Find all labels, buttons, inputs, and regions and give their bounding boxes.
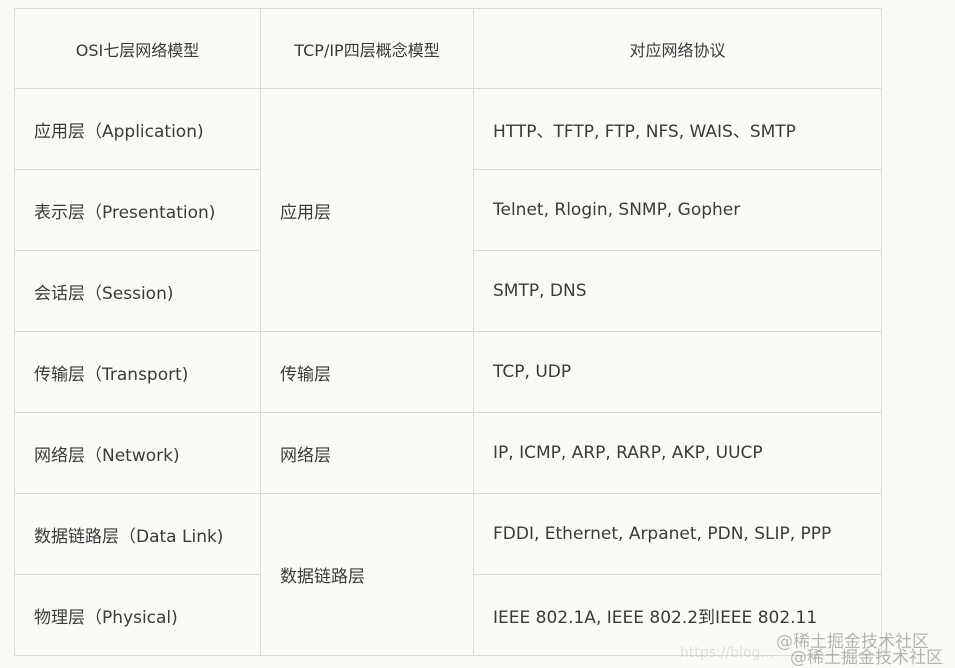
osi-layer: 应用层（Application) <box>14 88 261 170</box>
osi-layer: 数据链路层（Data Link) <box>14 493 261 575</box>
osi-layer: 网络层（Network) <box>14 412 261 494</box>
table-row: 网络层（Network) 网络层 IP, ICMP, ARP, RARP, AK… <box>14 412 882 494</box>
protocols: SMTP, DNS <box>473 250 882 332</box>
watermark-url: https://blog... <box>680 645 774 661</box>
protocols: HTTP、TFTP, FTP, NFS, WAIS、SMTP <box>473 88 882 170</box>
header-tcpip: TCP/IP四层概念模型 <box>260 8 474 89</box>
header-protocols: 对应网络协议 <box>473 8 882 89</box>
tcpip-layer: 应用层 <box>260 88 474 332</box>
osi-layer: 会话层（Session) <box>14 250 261 332</box>
osi-layer: 传输层（Transport) <box>14 331 261 413</box>
header-osi: OSI七层网络模型 <box>14 8 261 89</box>
protocols: TCP, UDP <box>473 331 882 413</box>
protocols: IP, ICMP, ARP, RARP, AKP, UUCP <box>473 412 882 494</box>
table-row: 应用层（Application) 应用层 HTTP、TFTP, FTP, NFS… <box>14 88 882 332</box>
tcpip-layer: 网络层 <box>260 412 474 494</box>
table-row: 表示层（Presentation) Telnet, Rlogin, SNMP, … <box>14 169 882 251</box>
tcpip-layer: 传输层 <box>260 331 474 413</box>
header-row: OSI七层网络模型 TCP/IP四层概念模型 对应网络协议 <box>14 8 882 89</box>
watermark-text: @稀土掘金技术社区 <box>776 632 929 652</box>
osi-tcpip-protocol-table: OSI七层网络模型 TCP/IP四层概念模型 对应网络协议 应用层（Applic… <box>14 8 882 656</box>
table-row: 传输层（Transport) 传输层 TCP, UDP <box>14 331 882 413</box>
protocols: FDDI, Ethernet, Arpanet, PDN, SLIP, PPP <box>473 493 882 575</box>
table-row: 数据链路层（Data Link) 数据链路层 FDDI, Ethernet, A… <box>14 493 882 656</box>
protocols: IEEE 802.1A, IEEE 802.2到IEEE 802.11 <box>473 574 882 656</box>
osi-layer: 物理层（Physical) <box>14 574 261 656</box>
osi-layer: 表示层（Presentation) <box>14 169 261 251</box>
protocols: Telnet, Rlogin, SNMP, Gopher <box>473 169 882 251</box>
watermark-text: @稀土掘金技术社区 <box>790 648 943 668</box>
table-row: 物理层（Physical) IEEE 802.1A, IEEE 802.2到IE… <box>14 574 882 656</box>
table-row: 会话层（Session) SMTP, DNS <box>14 250 882 332</box>
tcpip-layer: 数据链路层 <box>260 493 474 656</box>
